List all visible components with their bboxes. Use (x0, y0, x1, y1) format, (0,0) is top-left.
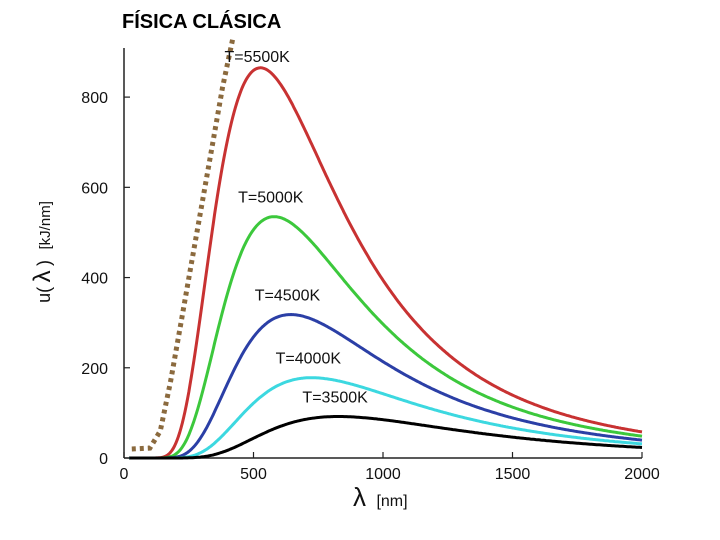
series-line-5000k (129, 215, 643, 460)
series-lines (129, 66, 643, 460)
y-tick-label: 0 (99, 451, 108, 468)
series-line-3500k (129, 415, 643, 460)
y-axis-symbol: λ (29, 270, 56, 282)
y-axis-suffix: ) (34, 260, 54, 266)
x-axis-symbol: λ (353, 482, 366, 512)
y-tick-label: 200 (81, 361, 108, 378)
x-tick-label: 1500 (495, 466, 531, 483)
chart-title: FÍSICA CLÁSICA (122, 10, 281, 33)
classical-dotted-line (131, 37, 236, 452)
series-line-4500k (129, 313, 643, 460)
y-tick-label: 400 (81, 271, 108, 288)
y-axis-prefix: u( (34, 287, 54, 303)
series-label-4500k: T=4500K (255, 288, 321, 305)
x-tick-label: 1000 (365, 466, 401, 483)
y-tick-label: 800 (81, 90, 108, 107)
y-axis-unit: [kJ/nm] (37, 201, 54, 249)
series-label-3500k: T=3500K (302, 389, 368, 406)
y-axis-label: u( λ ) [kJ/nm] (29, 201, 56, 303)
series-label-5500k: T=5500K (224, 49, 290, 66)
y-tick-label: 600 (81, 180, 108, 197)
x-axis-label: λ [nm] (353, 482, 408, 512)
series-line-5500k (129, 66, 643, 460)
series-labels: T=5500K T=5000K T=4500K T=4000K T=3500K (224, 49, 368, 406)
classical-line-group (131, 37, 236, 452)
series-label-4000k: T=4000K (276, 351, 342, 368)
series-label-5000k: T=5000K (238, 190, 304, 207)
ticks: 0 500 1000 1500 2000 0 200 400 600 800 (81, 90, 660, 483)
x-tick-label: 500 (240, 466, 267, 483)
x-tick-label: 2000 (624, 466, 660, 483)
x-axis-unit: [nm] (376, 493, 407, 510)
series-line-4000k (129, 376, 643, 460)
x-tick-label: 0 (120, 466, 129, 483)
